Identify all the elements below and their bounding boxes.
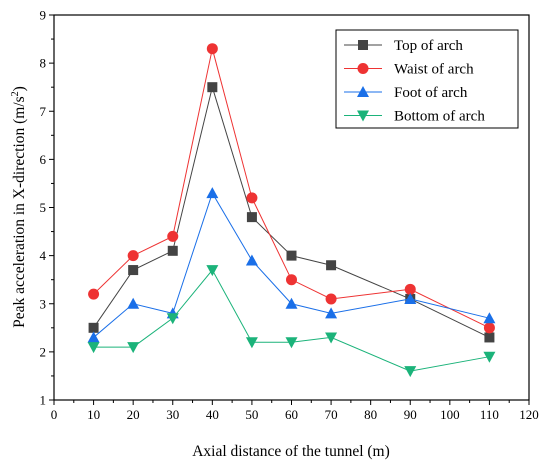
y-tick-label: 6 (40, 152, 47, 167)
data-point-waist-of-arch (483, 322, 495, 334)
data-point-waist-of-arch (88, 288, 100, 300)
ticks-layer: 0 10 20 30 40 50 60 70 80 90 100 110 120 1 2 3 4 5 6 7 8 9 (40, 8, 539, 423)
x-tick-label: 100 (440, 407, 460, 422)
data-point-foot-of-arch (206, 187, 219, 199)
data-point-foot-of-arch (483, 312, 496, 324)
legend-label-foot-of-arch: Foot of arch (394, 85, 468, 101)
data-point-top-of-arch (128, 265, 139, 276)
y-tick-label: 8 (40, 56, 47, 71)
y-tick-label: 1 (40, 393, 47, 408)
data-point-bottom-of-arch (404, 366, 417, 378)
data-point-top-of-arch (246, 212, 257, 223)
data-point-waist-of-arch (286, 274, 297, 286)
data-point-top-of-arch (207, 82, 218, 93)
x-tick-label: 70 (325, 407, 338, 422)
x-tick-label: 30 (166, 407, 179, 422)
data-point-waist-of-arch (127, 250, 139, 262)
legend-marker-waist-of-arch (357, 63, 369, 74)
series-waist-of-arch (88, 43, 495, 334)
data-point-top-of-arch (167, 245, 178, 256)
series-bottom-of-arch (87, 265, 496, 378)
x-tick-label: 120 (519, 407, 539, 422)
data-point-waist-of-arch (404, 283, 416, 295)
data-point-top-of-arch (326, 260, 337, 271)
data-point-bottom-of-arch (325, 332, 338, 344)
x-tick-label: 10 (87, 407, 100, 422)
y-tick-label: 2 (40, 344, 47, 359)
data-point-bottom-of-arch (127, 342, 140, 354)
legend-label-bottom-of-arch: Bottom of arch (394, 109, 485, 125)
x-tick-label: 110 (480, 407, 499, 422)
x-tick-label: 0 (51, 407, 58, 422)
x-tick-label: 40 (206, 407, 219, 422)
y-axis-title-end: ) (11, 86, 28, 91)
y-tick-label: 3 (40, 296, 47, 311)
data-point-bottom-of-arch (245, 337, 258, 349)
legend-label-top-of-arch: Top of arch (394, 38, 463, 54)
x-tick-label: 50 (245, 407, 258, 422)
data-point-waist-of-arch (246, 192, 258, 204)
data-point-foot-of-arch (285, 297, 298, 309)
y-axis-title: Peak acceleration in X-direction (m/s2) (10, 86, 28, 328)
data-point-bottom-of-arch (166, 313, 179, 325)
data-point-bottom-of-arch (483, 351, 496, 363)
data-point-bottom-of-arch (206, 265, 219, 277)
series-layer (87, 43, 496, 378)
data-point-bottom-of-arch (87, 342, 100, 354)
data-point-foot-of-arch (127, 297, 140, 309)
data-point-foot-of-arch (325, 307, 338, 319)
legend-marker-bottom-of-arch (357, 110, 369, 122)
data-point-waist-of-arch (206, 43, 218, 55)
data-point-waist-of-arch (325, 293, 337, 305)
y-tick-label: 7 (40, 104, 47, 119)
legend-marker-top-of-arch (358, 40, 368, 50)
legend-marker-foot-of-arch (357, 86, 369, 97)
y-tick-label: 9 (40, 8, 47, 23)
x-tick-label: 90 (404, 407, 417, 422)
x-tick-label: 60 (285, 407, 298, 422)
legend: Top of arch Waist of arch Foot of arch Bott… (335, 29, 519, 129)
data-point-foot-of-arch (404, 292, 417, 304)
y-tick-label: 5 (40, 200, 47, 215)
x-axis-title: Axial distance of the tunnel (m) (192, 443, 390, 460)
y-axis-title-main: Peak acceleration in X-direction (m/s (11, 96, 28, 328)
data-point-top-of-arch (484, 332, 495, 343)
data-point-top-of-arch (88, 322, 99, 333)
data-point-bottom-of-arch (285, 337, 298, 349)
y-axis-title-superscript: 2 (10, 91, 21, 96)
x-tick-label: 20 (127, 407, 140, 422)
data-point-waist-of-arch (167, 230, 179, 242)
data-point-foot-of-arch (87, 331, 100, 343)
legend-label-waist-of-arch: Waist of arch (394, 62, 474, 78)
data-point-foot-of-arch (245, 254, 258, 266)
y-tick-label: 4 (40, 248, 47, 263)
x-tick-label: 80 (364, 407, 377, 422)
data-point-top-of-arch (286, 250, 297, 261)
